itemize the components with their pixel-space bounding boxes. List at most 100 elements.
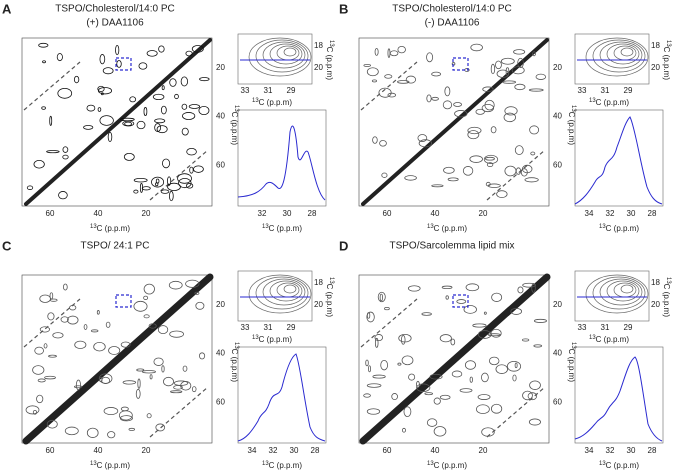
spectrum-2d xyxy=(358,273,551,445)
trace-x-tick: 32 xyxy=(606,446,615,455)
inset-contour xyxy=(606,280,640,302)
panel-letter: D xyxy=(339,238,348,253)
contour xyxy=(378,87,392,98)
contour xyxy=(129,96,137,103)
panel-title: (-) DAA1106 xyxy=(425,18,480,29)
contour xyxy=(505,67,510,76)
contour xyxy=(158,45,165,53)
contour xyxy=(477,394,491,400)
contour xyxy=(510,307,523,315)
panel-title: TSPO/Sarcolemma lipid mix xyxy=(389,241,514,252)
trace-frame xyxy=(574,346,664,444)
contour xyxy=(528,88,544,92)
panel: B TSPO/Cholesterol/14:0 PC (-) DAA1106 60 40… xyxy=(339,1,671,233)
contour xyxy=(426,94,432,103)
contour xyxy=(443,166,455,174)
contour xyxy=(431,184,444,188)
contour xyxy=(533,344,543,348)
axis-label: 13C (p.p.m) xyxy=(252,335,292,345)
contour xyxy=(49,115,53,126)
axis-label-text: C (p.p.m) xyxy=(567,349,576,383)
contour xyxy=(116,60,122,68)
inset-contour xyxy=(248,274,312,314)
contour xyxy=(426,52,434,63)
contour xyxy=(469,155,483,163)
contour xyxy=(180,380,192,391)
contour xyxy=(36,394,44,404)
axis-label: 13C (p.p.m) xyxy=(262,224,302,234)
axis-label-sup: 13 xyxy=(665,40,671,47)
contour xyxy=(374,334,384,342)
contour xyxy=(491,292,503,302)
inset-y-tick: 20 xyxy=(314,300,323,309)
contour xyxy=(514,145,524,155)
contour xyxy=(496,190,508,198)
contour xyxy=(481,372,489,383)
contour xyxy=(162,158,171,169)
axis-label-text: C (p.p.m) xyxy=(434,224,468,233)
axis-label: 13C (p.p.m) xyxy=(90,461,130,471)
contour xyxy=(433,397,441,405)
contour xyxy=(522,390,533,401)
contour xyxy=(472,323,487,328)
contour xyxy=(429,373,443,380)
contour xyxy=(506,360,522,372)
side-diagonal xyxy=(149,149,209,201)
contour xyxy=(363,393,371,398)
contour xyxy=(533,318,547,323)
y-tick-label: 20 xyxy=(553,63,562,72)
x-tick-label: 40 xyxy=(94,446,103,455)
y-tick-label: 40 xyxy=(216,349,225,358)
y-tick-label: 40 xyxy=(553,349,562,358)
contour xyxy=(180,76,189,87)
y-tick-label: 60 xyxy=(216,160,225,169)
x-tick-label: 20 xyxy=(479,446,488,455)
contour xyxy=(467,130,480,140)
x-tick-label: 60 xyxy=(46,209,55,218)
contour xyxy=(181,103,188,110)
inset-contour xyxy=(262,278,306,306)
contour xyxy=(46,150,60,154)
axis-label-text: C (p.p.m) xyxy=(606,224,640,233)
axis-label-text: C (p.p.m) xyxy=(269,461,303,470)
x-tick-label: 40 xyxy=(431,209,440,218)
contour xyxy=(398,334,412,343)
contour xyxy=(182,112,196,120)
contour xyxy=(105,321,111,328)
contour xyxy=(368,365,371,373)
contour xyxy=(168,280,183,290)
axis-label-text: C (p.p.m) xyxy=(259,335,293,344)
inset-contour xyxy=(606,43,640,65)
x-tick-label: 40 xyxy=(431,446,440,455)
axis-label: 13C (p.p.m) xyxy=(252,98,292,108)
inset-x-tick: 29 xyxy=(287,86,296,95)
trace-x-tick: 30 xyxy=(627,446,636,455)
axis-label: 13C (p.p.m) xyxy=(230,342,240,382)
contour xyxy=(400,335,406,345)
side-diagonal xyxy=(23,298,81,348)
contour xyxy=(99,115,114,126)
contour xyxy=(408,373,416,381)
axis-label-text: C (p.p.m) xyxy=(325,47,334,81)
inset-contour xyxy=(585,37,649,77)
contour xyxy=(178,178,192,189)
contour xyxy=(426,418,438,427)
contour xyxy=(124,121,133,127)
contour xyxy=(154,118,166,124)
contour xyxy=(514,83,526,91)
contour xyxy=(444,86,451,97)
axis-label-text: C (p.p.m) xyxy=(325,284,334,318)
trace-x-tick: 30 xyxy=(627,209,636,218)
inset-contour xyxy=(255,276,309,310)
axis-label-text: C (p.p.m) xyxy=(269,224,303,233)
contour xyxy=(120,341,131,348)
contour xyxy=(191,386,197,393)
inset-x-tick: 31 xyxy=(264,323,273,332)
inset-x-tick: 31 xyxy=(264,86,273,95)
contour xyxy=(57,87,73,99)
contour xyxy=(389,50,399,57)
contour xyxy=(167,176,172,186)
panel-letter: A xyxy=(2,1,12,16)
trace-x-tick: 34 xyxy=(248,446,257,455)
contour xyxy=(103,407,119,416)
